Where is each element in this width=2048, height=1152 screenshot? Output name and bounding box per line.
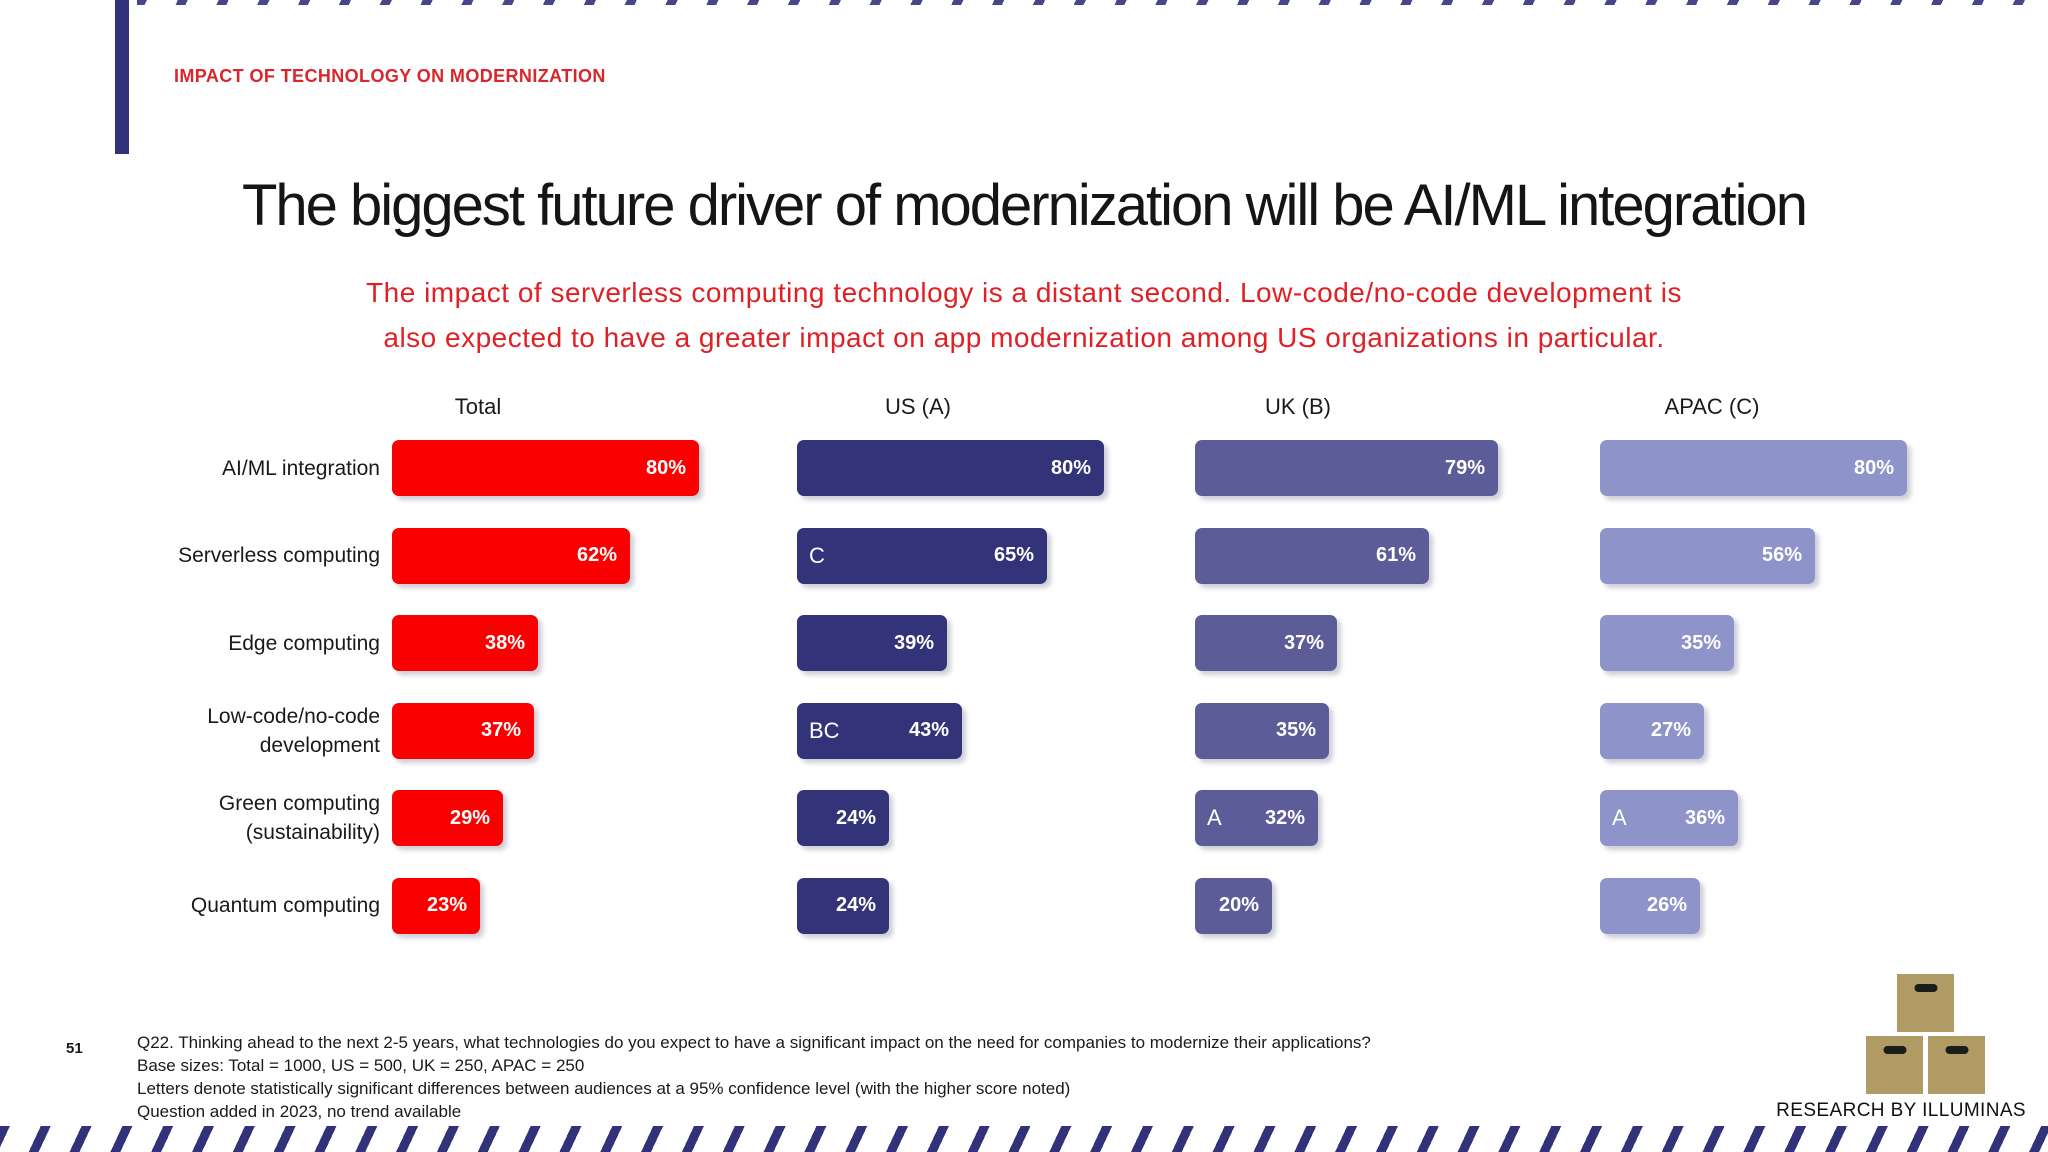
value-label: 37%: [480, 719, 521, 741]
value-label: 36%: [1684, 806, 1725, 829]
bar-uk-b-serverless-computing: 61%: [1195, 527, 1429, 584]
value-label: 79%: [1444, 456, 1485, 479]
column-header-total: Total: [454, 394, 502, 419]
significance-letter: A: [1207, 805, 1222, 830]
bar-total-quantum-computing: 23%: [392, 877, 480, 934]
category-label-serverless-computing: Serverless computing: [178, 544, 380, 567]
value-label: 35%: [1275, 719, 1316, 741]
footnote-base-sizes: Base sizes: Total = 1000, US = 500, UK =…: [137, 1056, 585, 1075]
column-header-apac-c: APAC (C): [1664, 394, 1760, 419]
footnote-trend: Question added in 2023, no trend availab…: [137, 1102, 462, 1121]
bar-total-serverless-computing: 62%: [392, 527, 630, 584]
bar-uk-b-low-code-no-code-development: 35%: [1195, 702, 1329, 759]
bar-apac-c-low-code-no-code-development: 27%: [1600, 702, 1704, 759]
value-label: 80%: [1853, 456, 1894, 479]
box-handle-icon: [1883, 1046, 1906, 1054]
bar-apac-c-serverless-computing: 56%: [1600, 527, 1815, 584]
bar-uk-b-green-computing-sustainability: A 32%: [1195, 790, 1318, 846]
subtitle-line-2: also expected to have a greater impact o…: [383, 322, 1665, 353]
value-label: 65%: [993, 544, 1034, 566]
value-label: 37%: [1283, 631, 1324, 654]
footnotes: Q22. Thinking ahead to the next 2-5 year…: [137, 1031, 1371, 1123]
value-label: 29%: [449, 806, 490, 829]
page-number: 51: [66, 1040, 83, 1057]
column-header-us-a: US (A): [885, 394, 951, 419]
value-label: 38%: [484, 631, 525, 654]
value-label: 24%: [835, 806, 876, 829]
bar-apac-c-ai-ml-integration: 80%: [1600, 440, 1907, 496]
bar-us-a-green-computing-sustainability: 24%: [797, 790, 889, 846]
footnote-question: Q22. Thinking ahead to the next 2-5 year…: [137, 1033, 1371, 1052]
page-title: The biggest future driver of modernizati…: [241, 173, 1808, 238]
significance-letter: BC: [809, 717, 840, 743]
bar-us-a-serverless-computing: C 65%: [797, 527, 1047, 584]
bar-us-a-ai-ml-integration: 80%: [797, 440, 1104, 496]
category-label-edge-computing: Edge computing: [228, 631, 380, 655]
column-header-uk-b: UK (B): [1265, 394, 1331, 419]
bar-total-green-computing-sustainability: 29%: [392, 790, 503, 846]
bar-total-edge-computing: 38%: [392, 615, 538, 671]
section-eyebrow: IMPACT OF TECHNOLOGY ON MODERNIZATION: [174, 66, 606, 86]
bar-total-low-code-no-code-development: 37%: [392, 702, 534, 759]
bar-uk-b-quantum-computing: 20%: [1195, 877, 1272, 934]
page-subtitle: The impact of serverless computing techn…: [0, 270, 2048, 360]
box-handle-icon: [1914, 984, 1937, 992]
logo-box-icon: [1928, 1036, 1985, 1094]
bar-uk-b-ai-ml-integration: 79%: [1195, 440, 1498, 496]
significance-letter: A: [1612, 805, 1627, 830]
logo-box-icon: [1866, 1036, 1923, 1094]
value-label: 35%: [1680, 631, 1721, 654]
category-label-green-computing-sustainability: Green computing (sustainability): [218, 792, 380, 844]
logo-box-icon: [1897, 974, 1954, 1032]
value-label: 20%: [1218, 894, 1259, 916]
bar-uk-b-edge-computing: 37%: [1195, 615, 1337, 671]
subtitle-line-1: The impact of serverless computing techn…: [366, 277, 1682, 308]
illuminas-logo: RESEARCH BY ILLUMINAS: [1776, 970, 2040, 1125]
significance-letter: C: [809, 542, 825, 568]
logo-text: RESEARCH BY ILLUMINAS: [1776, 1100, 2026, 1121]
top-edge-stripe-pattern: [137, 0, 2048, 5]
value-label: 61%: [1375, 544, 1416, 566]
value-label: 23%: [426, 894, 467, 916]
bar-total-ai-ml-integration: 80%: [392, 440, 699, 496]
value-label: 56%: [1761, 544, 1802, 566]
bar-us-a-edge-computing: 39%: [797, 615, 947, 671]
box-handle-icon: [1945, 1046, 1968, 1054]
bar-us-a-quantum-computing: 24%: [797, 877, 889, 934]
category-label-ai-ml-integration: AI/ML integration: [222, 456, 380, 480]
footnote-significance: Letters denote statistically significant…: [137, 1079, 1071, 1098]
bar-us-a-low-code-no-code-development: BC 43%: [797, 702, 962, 759]
value-label: 24%: [835, 894, 876, 916]
value-label: 39%: [893, 631, 934, 654]
bar-apac-c-green-computing-sustainability: A 36%: [1600, 790, 1738, 846]
value-label: 62%: [576, 544, 617, 566]
bottom-edge-stripe-pattern: [0, 1126, 2048, 1152]
value-label: 27%: [1650, 719, 1691, 741]
bar-apac-c-quantum-computing: 26%: [1600, 877, 1700, 934]
bar-apac-c-edge-computing: 35%: [1600, 615, 1734, 671]
category-label-low-code-no-code-development: Low-code/no-code development: [207, 704, 380, 757]
value-label: 32%: [1264, 806, 1305, 829]
value-label: 43%: [908, 719, 949, 741]
value-label: 26%: [1646, 894, 1687, 916]
category-label-quantum-computing: Quantum computing: [190, 894, 380, 917]
value-label: 80%: [645, 456, 686, 479]
value-label: 80%: [1050, 456, 1091, 479]
accent-bar: [115, 0, 129, 154]
